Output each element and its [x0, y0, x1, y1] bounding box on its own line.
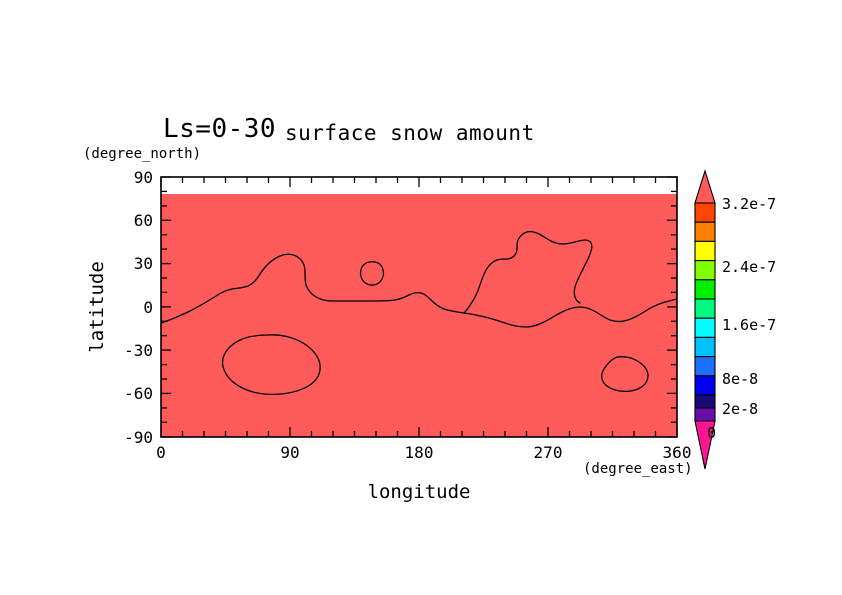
y-tick-label: 30 — [134, 254, 153, 273]
colorbar-band — [694, 298, 716, 319]
title-prefix: Ls=0-30 — [163, 114, 276, 144]
y-tick-label: -30 — [124, 341, 153, 360]
contour-southern-closed-east — [601, 356, 649, 393]
y-tick-label: -60 — [124, 384, 153, 403]
colorbar-label: 0 — [707, 424, 716, 442]
title-main: surface snow amount — [285, 121, 535, 145]
contour-small-closed-mid — [359, 261, 385, 286]
colorbar-band — [694, 336, 716, 358]
colorbar-bottom-arrow — [694, 420, 716, 470]
colorbar-label: 8e-8 — [722, 370, 758, 388]
colorbar-label: 2.4e-7 — [722, 258, 776, 276]
contour-northern-branch — [463, 230, 593, 314]
plot-area: 90 60 30 0 -30 -60 -90 0 90 180 270 360 — [124, 168, 691, 462]
y-tick-label: -90 — [124, 428, 153, 447]
colorbar-label: 3.2e-7 — [722, 195, 776, 213]
colorbar: 3.2e-7 2.4e-7 1.6e-7 8e-8 2e-8 0 — [694, 169, 776, 470]
colorbar-label: 2e-8 — [722, 400, 758, 418]
x-tick-label: 0 — [156, 443, 166, 462]
colorbar-band — [694, 240, 716, 262]
axis-ticks — [160, 176, 678, 438]
colorbar-band — [694, 375, 716, 396]
x-axis-name: longitude — [368, 481, 471, 503]
colorbar-label: 1.6e-7 — [722, 316, 776, 334]
contour-fill-region — [161, 194, 677, 437]
colorbar-band — [694, 221, 716, 242]
x-tick-labels: 0 90 180 270 360 — [156, 443, 691, 462]
x-axis-unit-label: (degree_east) — [583, 461, 693, 477]
contour-line-group — [161, 230, 677, 396]
x-tick-label: 90 — [280, 443, 299, 462]
x-tick-label: 270 — [534, 443, 563, 462]
colorbar-band — [694, 407, 716, 422]
y-tick-labels: 90 60 30 0 -30 -60 -90 — [124, 168, 153, 447]
colorbar-band — [694, 279, 716, 300]
colorbar-bands — [694, 202, 716, 422]
contour-main-sinuous — [161, 253, 677, 328]
colorbar-band — [694, 317, 716, 338]
colorbar-band — [694, 202, 716, 223]
y-axis-name: latitude — [86, 261, 108, 353]
colorbar-band — [694, 356, 716, 377]
colorbar-band — [694, 394, 716, 409]
y-tick-label: 0 — [143, 298, 153, 317]
colorbar-labels: 3.2e-7 2.4e-7 1.6e-7 8e-8 2e-8 0 — [707, 195, 776, 442]
contour-southern-closed-west — [221, 334, 321, 396]
x-tick-label: 180 — [405, 443, 434, 462]
y-tick-label: 90 — [134, 168, 153, 187]
y-axis-unit-label: (degree_north) — [83, 146, 201, 162]
colorbar-band — [694, 260, 716, 281]
y-tick-label: 60 — [134, 211, 153, 230]
x-tick-label: 360 — [663, 443, 692, 462]
